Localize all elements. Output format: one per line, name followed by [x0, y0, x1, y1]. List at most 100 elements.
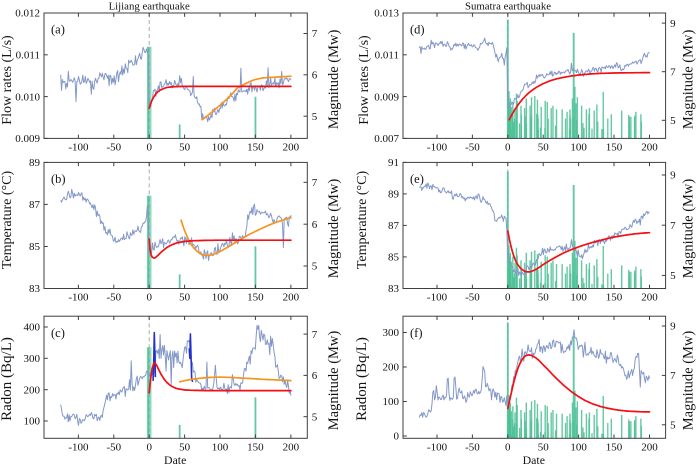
svg-text:7: 7: [670, 370, 676, 382]
svg-text:-100: -100: [68, 442, 89, 454]
svg-text:7: 7: [312, 177, 318, 189]
svg-text:5: 5: [670, 420, 676, 432]
svg-text:5: 5: [312, 261, 318, 273]
svg-text:(d): (d): [410, 23, 425, 37]
svg-text:0: 0: [146, 292, 152, 304]
svg-text:Flow rates (L/s): Flow rates (L/s): [0, 35, 15, 125]
svg-text:50: 50: [538, 142, 550, 154]
svg-text:100: 100: [212, 442, 229, 454]
svg-text:100: 100: [24, 416, 41, 428]
svg-text:(c): (c): [51, 326, 65, 340]
svg-text:9: 9: [670, 170, 676, 182]
svg-text:(f): (f): [410, 326, 423, 340]
svg-text:0.013: 0.013: [374, 8, 399, 20]
svg-text:-50: -50: [106, 142, 121, 154]
svg-text:Sumatra earthquake: Sumatra earthquake: [465, 0, 551, 12]
svg-text:(e): (e): [410, 172, 424, 186]
svg-text:100: 100: [570, 142, 587, 154]
svg-text:150: 150: [247, 142, 264, 154]
svg-text:89: 89: [29, 157, 41, 169]
svg-text:-100: -100: [68, 142, 89, 154]
svg-text:5: 5: [670, 270, 676, 282]
svg-text:Magnitude (Mw): Magnitude (Mw): [681, 331, 697, 431]
svg-text:100: 100: [212, 292, 229, 304]
svg-text:150: 150: [606, 142, 623, 154]
svg-text:0.011: 0.011: [375, 50, 399, 62]
svg-text:150: 150: [606, 292, 623, 304]
svg-text:100: 100: [570, 442, 587, 454]
svg-text:0.007: 0.007: [374, 133, 399, 145]
svg-text:89: 89: [388, 189, 400, 201]
svg-text:7: 7: [670, 220, 676, 232]
svg-text:7: 7: [670, 66, 676, 78]
svg-text:200: 200: [24, 384, 41, 396]
svg-text:Magnitude (Mw): Magnitude (Mw): [681, 29, 697, 129]
svg-text:100: 100: [383, 396, 400, 408]
svg-text:87: 87: [29, 199, 41, 211]
svg-text:Date: Date: [164, 453, 186, 467]
svg-text:-50: -50: [465, 442, 480, 454]
svg-text:0.012: 0.012: [15, 8, 40, 20]
svg-text:0: 0: [146, 142, 152, 154]
svg-text:-50: -50: [106, 442, 121, 454]
svg-text:Temperature (°C): Temperature (°C): [355, 171, 370, 270]
svg-text:0: 0: [505, 292, 511, 304]
svg-text:-100: -100: [427, 292, 448, 304]
svg-text:50: 50: [538, 292, 550, 304]
svg-text:Date: Date: [523, 453, 545, 467]
svg-text:87: 87: [388, 220, 400, 232]
svg-text:Magnitude (Mw): Magnitude (Mw): [681, 179, 697, 279]
svg-text:Lijiang earthquake: Lijiang earthquake: [109, 0, 190, 12]
svg-text:150: 150: [606, 442, 623, 454]
svg-text:150: 150: [247, 442, 264, 454]
svg-text:Magnitude (Mw): Magnitude (Mw): [326, 29, 342, 129]
svg-text:100: 100: [570, 292, 587, 304]
svg-text:0.011: 0.011: [16, 50, 40, 62]
svg-text:Magnitude (Mw): Magnitude (Mw): [326, 331, 342, 431]
svg-text:200: 200: [283, 142, 300, 154]
svg-text:200: 200: [283, 442, 300, 454]
svg-text:Temperature (°C): Temperature (°C): [0, 171, 15, 270]
svg-text:0: 0: [505, 142, 511, 154]
svg-text:5: 5: [312, 411, 318, 423]
svg-text:300: 300: [24, 353, 41, 365]
svg-text:200: 200: [641, 142, 658, 154]
svg-text:0: 0: [505, 442, 511, 454]
svg-text:83: 83: [29, 283, 41, 295]
svg-text:85: 85: [388, 252, 400, 264]
svg-text:-50: -50: [465, 142, 480, 154]
svg-text:200: 200: [641, 292, 658, 304]
svg-text:-100: -100: [68, 292, 89, 304]
svg-text:50: 50: [179, 292, 191, 304]
svg-text:6: 6: [312, 370, 318, 382]
svg-text:0: 0: [146, 442, 152, 454]
svg-text:0.009: 0.009: [374, 91, 399, 103]
svg-text:50: 50: [179, 442, 191, 454]
svg-text:0.009: 0.009: [15, 133, 40, 145]
svg-text:50: 50: [179, 142, 191, 154]
svg-text:200: 200: [283, 292, 300, 304]
svg-text:9: 9: [670, 321, 676, 333]
svg-text:-100: -100: [427, 442, 448, 454]
svg-text:91: 91: [388, 157, 399, 169]
svg-text:Radon (Bq/L): Radon (Bq/L): [354, 337, 370, 421]
svg-text:Magnitude (Mw): Magnitude (Mw): [326, 179, 342, 279]
svg-text:100: 100: [212, 142, 229, 154]
svg-text:7: 7: [312, 329, 318, 341]
svg-text:83: 83: [388, 283, 400, 295]
svg-text:400: 400: [24, 322, 41, 334]
svg-text:Radon (Bq/L): Radon (Bq/L): [0, 337, 15, 421]
svg-text:85: 85: [29, 241, 41, 253]
svg-text:6: 6: [312, 219, 318, 231]
svg-text:6: 6: [312, 70, 318, 82]
svg-text:50: 50: [538, 442, 550, 454]
svg-text:5: 5: [312, 111, 318, 123]
svg-text:0: 0: [394, 431, 400, 443]
svg-text:(a): (a): [51, 23, 65, 37]
svg-text:9: 9: [670, 18, 676, 30]
svg-text:-100: -100: [427, 142, 448, 154]
svg-text:300: 300: [383, 327, 400, 339]
svg-text:150: 150: [247, 292, 264, 304]
svg-text:Flow rates (L/s): Flow rates (L/s): [357, 35, 372, 125]
svg-text:7: 7: [312, 28, 318, 40]
